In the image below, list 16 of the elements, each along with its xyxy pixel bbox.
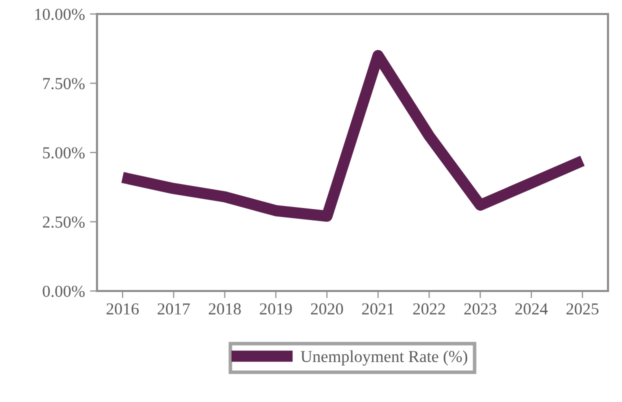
y-tick-label: 7.50% <box>43 78 85 90</box>
x-tick-label: 2017 <box>158 303 190 315</box>
x-tick-label: 2023 <box>464 303 496 315</box>
y-tick-label: 0.00% <box>42 286 85 298</box>
x-tick-label: 2016 <box>106 303 139 315</box>
y-tick-label: 5.00% <box>43 147 85 159</box>
x-tick-label: 2020 <box>311 303 343 315</box>
x-tick-label: 2022 <box>413 303 445 315</box>
x-tick-label: 2021 <box>362 303 394 315</box>
x-tick-label: 2018 <box>208 303 241 315</box>
x-tick-label: 2019 <box>260 303 292 315</box>
y-tick-label: 10.00% <box>35 8 85 20</box>
legend-label: Unemployment Rate (%) <box>300 350 468 366</box>
y-tick-label: 2.50% <box>42 216 85 228</box>
x-tick-label: 2025 <box>566 303 598 315</box>
x-tick-label: 2024 <box>515 303 548 315</box>
